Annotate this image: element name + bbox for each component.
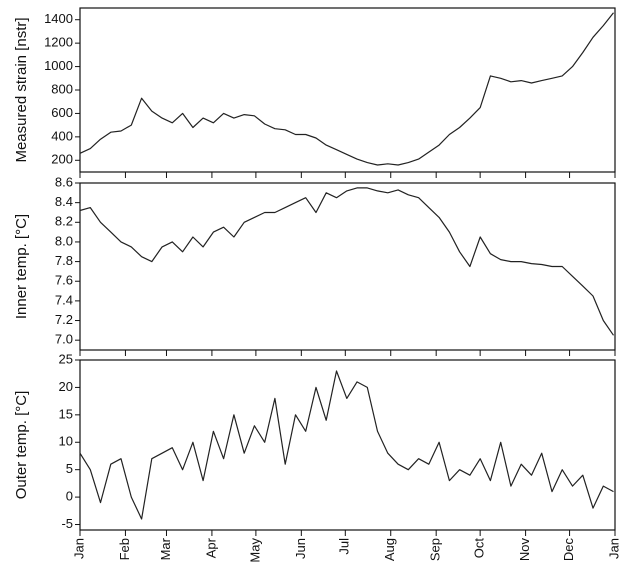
x-tick-label: Aug — [382, 538, 397, 561]
y-tick-label: 25 — [59, 351, 73, 366]
x-tick-label: Jul — [337, 538, 352, 555]
plot-frame — [79, 359, 616, 531]
plot-frame — [79, 182, 616, 351]
plot-frame — [79, 7, 616, 173]
x-tick-label: Sep — [428, 538, 443, 561]
y-axis-label: Measured strain [nstr] — [13, 17, 30, 162]
y-tick-label: 8.0 — [55, 233, 73, 248]
y-tick-label: 8.6 — [55, 174, 73, 189]
y-tick-label: 200 — [51, 152, 73, 167]
y-tick-label: 7.0 — [55, 332, 73, 347]
x-tick-label: May — [247, 538, 262, 563]
x-tick-label: Dec — [561, 538, 576, 562]
y-tick-label: 600 — [51, 105, 73, 120]
x-tick-label: Oct — [472, 538, 487, 559]
data-line — [79, 12, 614, 166]
y-tick-label: 7.8 — [55, 253, 73, 268]
y-tick-label: -5 — [61, 516, 73, 531]
y-tick-label: 1400 — [44, 11, 73, 26]
y-tick-label: 0 — [66, 489, 73, 504]
x-tick-label: Jun — [293, 538, 308, 559]
y-tick-label: 10 — [59, 434, 73, 449]
y-axis-label: Inner temp. [°C] — [13, 214, 30, 319]
y-tick-label: 20 — [59, 379, 73, 394]
x-tick-label: Feb — [117, 538, 132, 560]
y-tick-label: 7.2 — [55, 312, 73, 327]
y-tick-label: 1200 — [44, 35, 73, 50]
x-tick-label: Apr — [203, 537, 218, 558]
x-tick-label: Nov — [517, 538, 532, 562]
y-tick-label: 5 — [66, 461, 73, 476]
y-tick-label: 1000 — [44, 58, 73, 73]
data-line — [79, 187, 614, 336]
y-tick-label: 7.4 — [55, 292, 73, 307]
y-tick-label: 7.6 — [55, 273, 73, 288]
y-tick-label: 400 — [51, 128, 73, 143]
y-tick-label: 8.2 — [55, 214, 73, 229]
y-tick-label: 800 — [51, 81, 73, 96]
x-tick-label: Jan — [71, 538, 86, 559]
x-tick-label: Jan — [606, 538, 619, 559]
y-axis-label: Outer temp. [°C] — [13, 391, 30, 500]
data-line — [79, 370, 614, 520]
y-tick-label: 8.4 — [55, 194, 73, 209]
x-tick-label: Mar — [158, 537, 173, 560]
y-tick-label: 15 — [59, 406, 73, 421]
